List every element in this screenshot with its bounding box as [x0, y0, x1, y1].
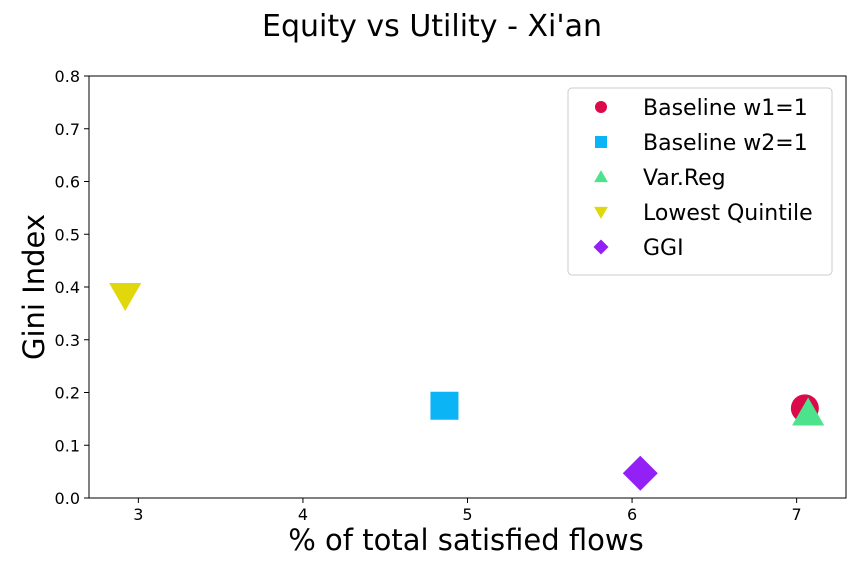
y-tick-label: 0.0: [55, 489, 80, 508]
data-point-triangle-down: [109, 283, 142, 312]
x-axis-label: % of total satisfied flows: [288, 523, 643, 557]
y-tick-label: 0.2: [55, 384, 80, 403]
chart-title: Equity vs Utility - Xi'an: [262, 9, 602, 44]
x-tick-label: 5: [462, 505, 472, 524]
legend-label: Var.Reg: [643, 166, 726, 191]
legend-marker-triangle-up: [594, 170, 608, 183]
legend-box: [567, 87, 833, 276]
y-axis-label: Gini Index: [17, 214, 51, 360]
data-point-triangle-up: [792, 397, 825, 426]
y-tick-label: 0.6: [55, 173, 80, 192]
legend: Baseline w1=1 Baseline w2=1 Var.Reg Lowest …: [567, 87, 833, 276]
legend-label: Baseline w2=1: [643, 131, 808, 156]
legend-marker-circle: [595, 101, 607, 113]
data-point-diamond: [622, 455, 658, 491]
y-tick-label: 0.3: [55, 331, 80, 350]
x-tick-label: 6: [627, 505, 637, 524]
x-tick-label: 7: [792, 505, 802, 524]
y-tick-label: 0.5: [55, 225, 80, 244]
data-point-square: [430, 391, 459, 420]
legend-label: Baseline w1=1: [643, 96, 808, 121]
y-tick-label: 0.8: [55, 67, 80, 86]
plot-area: 3 4 5 6 7 0.0 0.1 0.2 0.3 0.4 0.5 0.6 0.7 0.8: [55, 67, 847, 524]
x-tick-label: 4: [298, 505, 308, 524]
legend-marker-triangle-down: [594, 206, 608, 219]
x-tick-label: 3: [133, 505, 143, 524]
y-tick-label: 0.7: [55, 120, 80, 139]
legend-label: Lowest Quintile: [643, 201, 813, 226]
y-tick-label: 0.1: [55, 436, 80, 455]
legend-marker-diamond: [593, 239, 609, 255]
y-tick-label: 0.4: [55, 278, 80, 297]
legend-marker-square: [595, 136, 607, 148]
legend-label: GGI: [643, 236, 684, 261]
